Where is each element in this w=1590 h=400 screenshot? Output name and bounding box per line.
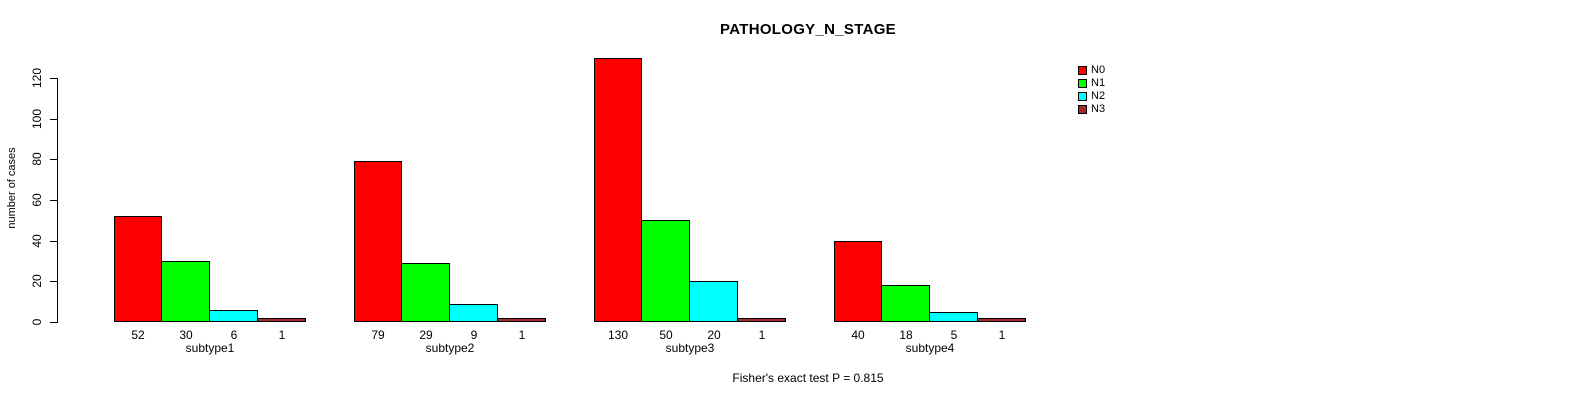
legend-label: N2 [1091, 90, 1106, 102]
bar-N1-subtype3 [641, 220, 690, 322]
bar-value-label: 9 [470, 328, 478, 342]
legend-row: N2 [1078, 90, 1105, 103]
bar-N0-subtype1 [114, 216, 162, 322]
category-label: subtype1 [185, 341, 235, 355]
bar-value-label: 1 [998, 328, 1006, 342]
y-tick [50, 78, 57, 79]
bar-N1-subtype1 [161, 261, 210, 322]
bar-N2-subtype4 [929, 312, 978, 322]
legend-swatch-N0 [1078, 66, 1087, 75]
bar-value-label: 30 [179, 328, 193, 342]
bar-N2-subtype2 [449, 304, 498, 322]
bar-value-label: 40 [851, 328, 865, 342]
bar-value-label: 1 [518, 328, 526, 342]
bar-value-label: 50 [659, 328, 673, 342]
bar-value-label: 20 [707, 328, 721, 342]
legend-label: N3 [1091, 103, 1106, 115]
bar-N2-subtype1 [209, 310, 258, 322]
bar-N3-subtype2 [497, 318, 546, 322]
legend-swatch-N3 [1078, 105, 1087, 114]
bar-value-label: 5 [950, 328, 958, 342]
bar-N1-subtype2 [401, 263, 450, 322]
fisher-test-annotation: Fisher's exact test P = 0.815 [732, 371, 884, 385]
bar-value-label: 79 [371, 328, 385, 342]
bar-N1-subtype4 [881, 285, 930, 322]
bar-value-label: 1 [758, 328, 766, 342]
legend-row: N3 [1078, 103, 1105, 116]
bar-value-label: 52 [131, 328, 145, 342]
chart-title: PATHOLOGY_N_STAGE [720, 21, 896, 38]
legend: N0 N1 N2 N3 [1078, 64, 1105, 116]
category-label: subtype3 [665, 341, 715, 355]
legend-swatch-N2 [1078, 92, 1087, 101]
bar-N0-subtype3 [594, 58, 642, 322]
y-tick-label: 0 [30, 318, 44, 326]
legend-label: N0 [1091, 64, 1106, 76]
legend-row: N0 [1078, 64, 1105, 77]
y-tick-label: 60 [30, 193, 44, 207]
bar-value-label: 18 [899, 328, 913, 342]
bar-N3-subtype4 [977, 318, 1026, 322]
bar-N3-subtype1 [257, 318, 306, 322]
legend-label: N1 [1091, 77, 1106, 89]
bar-N2-subtype3 [689, 281, 738, 322]
legend-row: N1 [1078, 77, 1105, 90]
bar-N0-subtype2 [354, 161, 402, 322]
legend-swatch-N1 [1078, 79, 1087, 88]
y-tick-label: 120 [30, 67, 44, 89]
y-tick [50, 281, 57, 282]
bar-value-label: 6 [230, 328, 238, 342]
y-tick [50, 200, 57, 201]
bar-N0-subtype4 [834, 241, 882, 322]
y-tick-label: 20 [30, 274, 44, 288]
y-tick [50, 322, 57, 323]
bar-value-label: 29 [419, 328, 433, 342]
y-tick [50, 159, 57, 160]
y-axis-line [57, 78, 58, 323]
bar-value-label: 1 [278, 328, 286, 342]
category-label: subtype4 [905, 341, 955, 355]
y-tick [50, 241, 57, 242]
y-tick [50, 119, 57, 120]
bar-N3-subtype3 [737, 318, 786, 322]
bar-value-label: 130 [607, 328, 629, 342]
category-label: subtype2 [425, 341, 475, 355]
y-tick-label: 80 [30, 152, 44, 166]
y-tick-label: 40 [30, 234, 44, 248]
y-tick-label: 100 [30, 108, 44, 130]
